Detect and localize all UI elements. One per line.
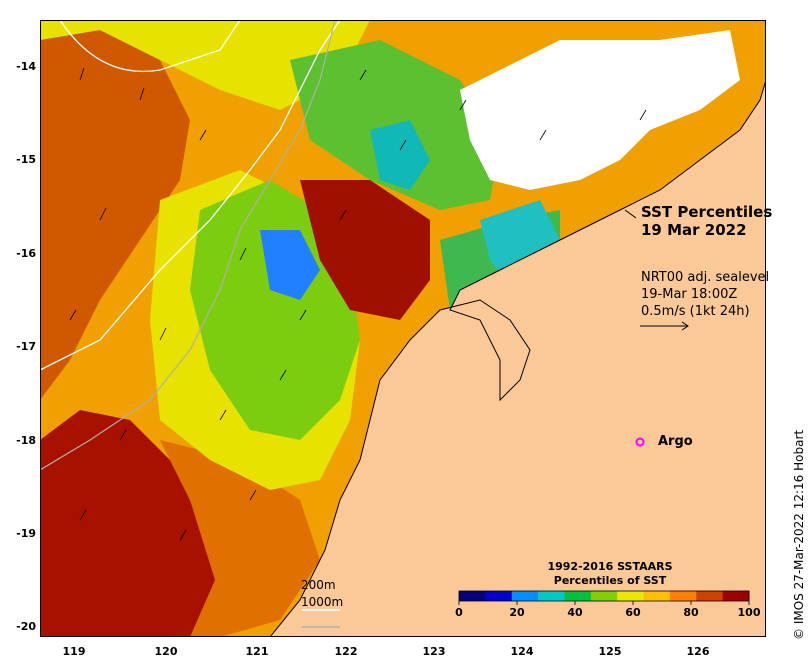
credit-text: © IMOS 27-Mar-2022 12:16 Hobart (792, 429, 806, 640)
x-tick-label: 122 (334, 645, 358, 658)
colorbar (458, 590, 750, 605)
colorbar-tick: 20 (509, 606, 525, 619)
land-mass (270, 20, 766, 637)
sst-red-core (300, 180, 430, 320)
cloud-mask (460, 30, 740, 190)
y-tick-label: -17 (16, 340, 36, 353)
y-tick-label: -16 (16, 247, 36, 260)
sst-map (40, 20, 766, 637)
argo-label: Argo (658, 434, 693, 449)
current-time: 19-Mar 18:00Z (641, 287, 738, 302)
colorbar-title-line2: Percentiles of SST (553, 574, 667, 587)
map-border (40, 20, 766, 637)
colorbar-segment (564, 591, 592, 601)
y-tick-label: -14 (16, 60, 36, 73)
legend-1000m-label: 1000m (301, 595, 344, 609)
contour-1000m (40, 20, 336, 471)
current-scale-arrowhead (681, 321, 689, 331)
y-tick-label: -18 (16, 434, 36, 447)
colorbar-segment (590, 591, 618, 601)
map-frame (40, 20, 766, 637)
colorbar-title-line1: 1992-2016 SSTAARS (547, 560, 673, 573)
current-source: NRT00 adj. sealevel (641, 270, 770, 285)
y-tick-label: -19 (16, 527, 36, 540)
colorbar-segment (617, 591, 645, 601)
sst-blue-north (370, 120, 430, 190)
y-tick-label: -20 (16, 620, 36, 633)
map-title: SST Percentiles (641, 203, 773, 221)
x-tick-label: 120 (154, 645, 178, 658)
colorbar-segment (538, 591, 565, 601)
x-tick-label: 126 (686, 645, 710, 658)
sst-high-west (40, 30, 190, 400)
colorbar-tick: 100 (737, 606, 761, 619)
colorbar-segment (485, 591, 513, 601)
sst-yellow-north (40, 20, 370, 110)
x-tick-label: 121 (245, 645, 269, 658)
x-tick-label: 119 (62, 645, 86, 658)
sst-blue-patch (260, 230, 320, 300)
colorbar-tick: 60 (625, 606, 641, 619)
sst-red-southwest (40, 410, 220, 637)
legend-200m-label: 200m (301, 578, 336, 592)
x-tick-label: 123 (422, 645, 446, 658)
y-tick-label: -15 (16, 153, 36, 166)
colorbar-segment (459, 591, 486, 601)
argo-marker (635, 437, 645, 447)
colorbar-segment (696, 591, 724, 601)
current-scale: 0.5m/s (1kt 24h) (641, 304, 750, 319)
contour-200m (40, 20, 341, 371)
colorbar-border (458, 590, 750, 602)
colorbar-tick: 0 (455, 606, 463, 619)
colorbar-segment (722, 591, 750, 601)
coastline (269, 79, 766, 637)
colorbar-segment (511, 591, 539, 601)
x-tick-label: 124 (510, 645, 534, 658)
colorbar-title: 1992-2016 SSTAARS Percentiles of SST (510, 560, 710, 588)
title-pointer (624, 209, 637, 219)
colorbar-segment (643, 591, 671, 601)
colorbar-segment (669, 591, 697, 601)
current-vectors (69, 67, 647, 541)
colorbar-tick: 40 (567, 606, 583, 619)
colorbar-tick: 80 (683, 606, 699, 619)
sst-darkorange-south (160, 440, 320, 637)
x-tick-label: 125 (598, 645, 622, 658)
map-date: 19 Mar 2022 (641, 221, 747, 239)
contour-white-north (59, 20, 241, 73)
